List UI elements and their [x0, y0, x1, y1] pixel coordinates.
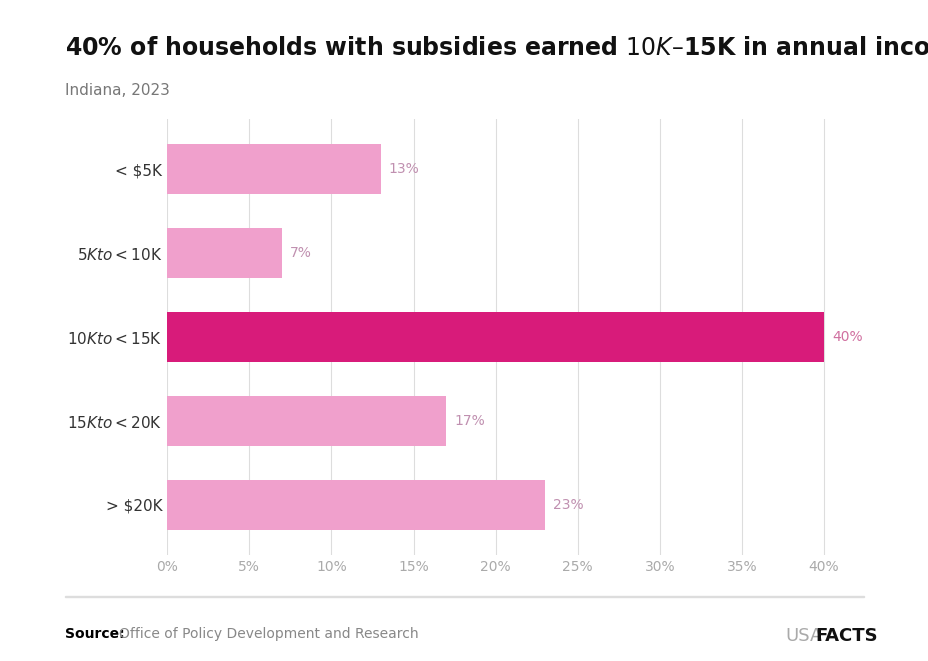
Text: 7%: 7%	[290, 246, 312, 260]
Bar	[167, 144, 380, 194]
Text: 17%: 17%	[454, 414, 484, 428]
Text: Office of Policy Development and Research: Office of Policy Development and Researc…	[119, 627, 419, 641]
Bar	[167, 480, 545, 530]
Bar	[167, 312, 823, 362]
Text: 13%: 13%	[389, 163, 419, 176]
Text: 40%: 40%	[831, 330, 862, 344]
Text: 23%: 23%	[552, 498, 583, 512]
Text: Source:: Source:	[65, 627, 124, 641]
Text: Indiana, 2023: Indiana, 2023	[65, 83, 170, 98]
Bar	[167, 396, 445, 446]
Text: USA: USA	[784, 627, 821, 644]
Text: 40% of households with subsidies earned $10K–$15K in annual income.: 40% of households with subsidies earned …	[65, 36, 928, 60]
Bar	[167, 228, 282, 278]
Text: FACTS: FACTS	[815, 627, 877, 644]
